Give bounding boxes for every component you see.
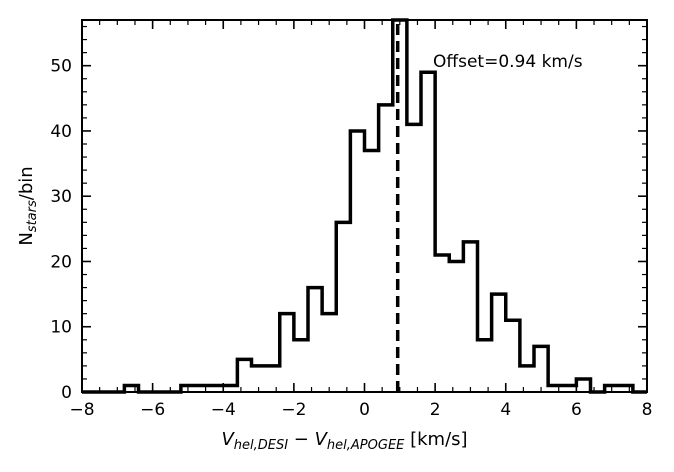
x-tick-label: −6: [140, 400, 165, 420]
x-label-v2: V: [315, 429, 329, 450]
y-axis-label: Nstars/bin: [16, 166, 40, 245]
x-label-sub2: hel,APOGEE: [327, 438, 405, 453]
x-axis-ticks: −8 −6 −4 −2 0 2 4 6 8: [69, 20, 652, 420]
x-tick-label: −8: [69, 400, 94, 420]
y-tick-label: 30: [50, 187, 72, 207]
x-tick-label: 0: [359, 400, 370, 420]
offset-annotation: Offset=0.94 km/s: [433, 52, 583, 72]
y-label-sub: stars: [25, 200, 40, 232]
x-label-v1: V: [221, 429, 235, 450]
y-tick-label: 0: [61, 383, 72, 403]
x-tick-label: 2: [430, 400, 441, 420]
histogram-step-line: [82, 18, 647, 394]
y-tick-label: 20: [50, 252, 72, 272]
x-label-sub1: hel,DESI: [234, 438, 288, 453]
x-label-tail: [km/s]: [404, 429, 467, 450]
y-label-n: N: [16, 232, 37, 245]
y-tick-label: 40: [50, 122, 72, 142]
x-tick-label: 4: [500, 400, 511, 420]
y-tick-label: 10: [50, 318, 72, 338]
x-tick-label: 8: [642, 400, 653, 420]
plot-frame: [81, 19, 648, 393]
x-tick-label: 6: [571, 400, 582, 420]
x-tick-label: −2: [281, 400, 306, 420]
x-axis-label: Vhel,DESI − Vhel,APOGEE [km/s]: [221, 429, 467, 453]
x-label-mid: −: [288, 429, 315, 450]
x-tick-label: −4: [211, 400, 236, 420]
y-axis-ticks: 0 10 20 30 40 50: [50, 25, 647, 403]
y-label-tail: /bin: [16, 166, 37, 200]
y-tick-label: 50: [50, 57, 72, 77]
